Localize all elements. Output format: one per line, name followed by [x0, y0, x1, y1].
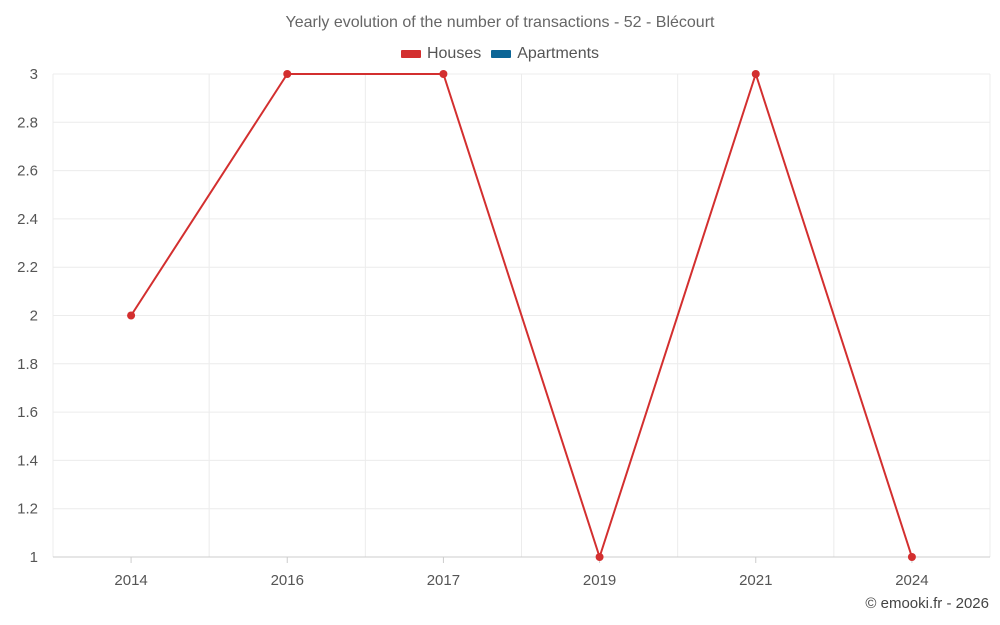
x-tick-label: 2016 [271, 572, 304, 589]
data-point[interactable] [439, 70, 448, 78]
x-tick-label: 2014 [114, 572, 147, 589]
x-tick-label: 2021 [739, 572, 772, 589]
legend-swatch-houses [400, 50, 421, 58]
credit-text: © emooki.fr - 2026 [865, 595, 989, 612]
data-point[interactable] [127, 311, 136, 320]
y-tick-label: 2 [30, 308, 38, 325]
chart-title: Yearly evolution of the number of transa… [285, 14, 715, 31]
x-tick-label: 2017 [427, 572, 460, 589]
y-tick-label: 1.8 [17, 356, 38, 373]
legend-item-apartments[interactable]: Apartments [491, 45, 599, 63]
x-tick-label: 2024 [895, 572, 928, 589]
y-tick-label: 2.4 [17, 211, 38, 228]
data-point[interactable] [595, 553, 604, 561]
legend-item-houses[interactable]: Houses [400, 45, 482, 63]
y-tick-label: 1.4 [17, 452, 38, 469]
y-tick-label: 2.6 [17, 163, 38, 180]
y-tick-label: 1 [30, 549, 38, 566]
legend-label-apartments: Apartments [517, 45, 600, 62]
series-line-houses [130, 73, 913, 558]
series-layer [127, 70, 916, 561]
y-tick-label: 2.8 [17, 114, 38, 131]
legend-swatch-apartments [491, 50, 512, 58]
data-point[interactable] [907, 553, 916, 561]
tick-labels: 1 1.2 1.4 1.6 1.8 2 2.2 2.4 2.6 2.8 3 2014 2016 2017 2… [17, 66, 928, 589]
data-point[interactable] [751, 70, 760, 78]
legend: Houses Apartments [0, 45, 1000, 63]
axes [53, 556, 990, 563]
y-tick-label: 3 [30, 66, 38, 83]
x-tick-label: 2019 [583, 572, 616, 589]
y-tick-label: 2.2 [17, 259, 38, 276]
legend-label-houses: Houses [426, 45, 482, 62]
y-tick-label: 1.2 [17, 501, 38, 518]
data-point[interactable] [283, 70, 292, 78]
y-tick-label: 1.6 [17, 404, 38, 421]
